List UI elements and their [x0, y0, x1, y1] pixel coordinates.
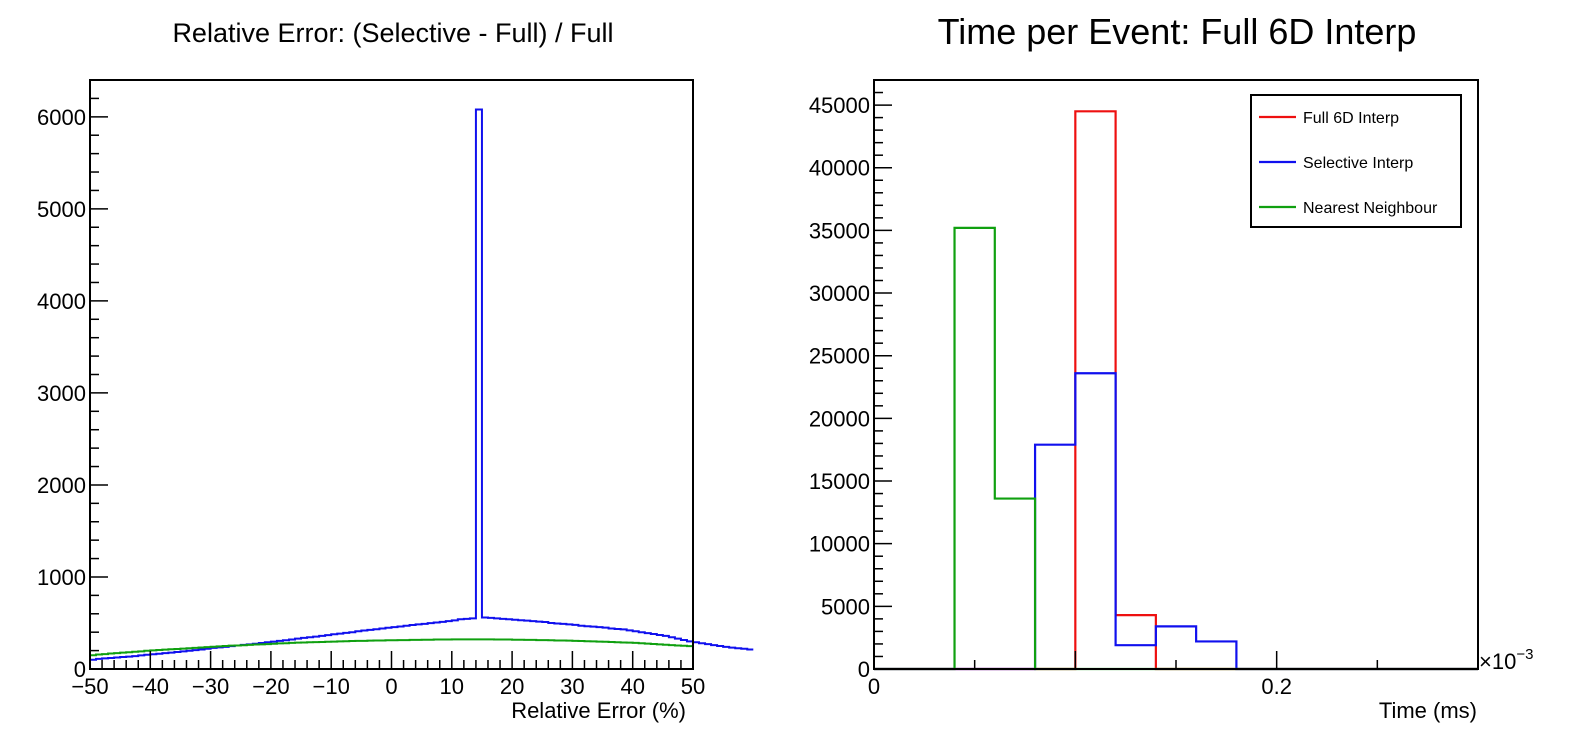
y-tick-label: 30000 — [809, 281, 870, 306]
y-tick-label: 1000 — [37, 565, 86, 590]
left-ticks: −50 −40 −30 −20 −10 0 10 20 30 40 50 0 1000 2000 3000 4… — [37, 79, 705, 699]
x-scale-base: ×10 — [1479, 649, 1516, 674]
chart-relative-error: Relative Error: (Selective - Full) / Ful… — [37, 18, 754, 723]
x-tick-label: −20 — [252, 674, 289, 699]
y-tick-label: 0 — [858, 657, 870, 682]
x-tick-label: −40 — [132, 674, 169, 699]
chart-title: Time per Event: Full 6D Interp — [938, 11, 1417, 52]
x-tick-label: 40 — [620, 674, 644, 699]
y-tick-label: 35000 — [809, 218, 870, 243]
y-tick-label: 10000 — [809, 532, 870, 557]
x-scale-multiplier: ×10−3 — [1479, 646, 1533, 674]
series-line-2 — [874, 226, 1478, 671]
y-tick-label: 4000 — [37, 289, 86, 314]
x-tick-label: 50 — [681, 674, 705, 699]
x-tick-label: 10 — [440, 674, 464, 699]
series-line-1 — [874, 372, 1478, 671]
x-tick-label: 20 — [500, 674, 524, 699]
x-tick-label: 30 — [560, 674, 584, 699]
right-ticks: 0 0.2 0 5000 10000 15000 20000 25000 30000 35000 4… — [809, 79, 1479, 699]
series-line-0 — [90, 108, 754, 661]
x-tick-label: 0 — [385, 674, 397, 699]
y-tick-label: 45000 — [809, 93, 870, 118]
legend: Full 6D Interp Selective Interp Nearest Ne… — [1250, 94, 1462, 228]
x-tick-label: −10 — [313, 674, 350, 699]
legend-label: Selective Interp — [1303, 155, 1413, 172]
x-tick-label: −30 — [192, 674, 229, 699]
y-tick-label: 15000 — [809, 469, 870, 494]
legend-label: Nearest Neighbour — [1303, 200, 1438, 217]
y-tick-label: 6000 — [37, 105, 86, 130]
left-series-layer — [90, 108, 754, 661]
y-tick-label: 20000 — [809, 406, 870, 431]
y-tick-label: 0 — [74, 657, 86, 682]
x-tick-label: 0.2 — [1261, 674, 1292, 699]
chart-time-per-event: Time per Event: Full 6D Interp 0 0.2 0 5000… — [809, 11, 1534, 723]
legend-label: Full 6D Interp — [1303, 110, 1399, 127]
series-line-1 — [90, 638, 693, 657]
y-tick-label: 3000 — [37, 381, 86, 406]
y-tick-label: 5000 — [37, 197, 86, 222]
y-tick-label: 5000 — [821, 594, 870, 619]
y-tick-label: 25000 — [809, 344, 870, 369]
y-tick-label: 2000 — [37, 473, 86, 498]
chart-title: Relative Error: (Selective - Full) / Ful… — [172, 18, 613, 48]
plot-frame — [89, 79, 694, 670]
x-axis-label: Time (ms) — [1379, 698, 1477, 723]
y-tick-label: 40000 — [809, 156, 870, 181]
x-tick-label: 0 — [868, 674, 880, 699]
x-tick-label: −50 — [71, 674, 108, 699]
x-scale-exponent: −3 — [1516, 646, 1533, 663]
x-axis-label: Relative Error (%) — [511, 698, 686, 723]
